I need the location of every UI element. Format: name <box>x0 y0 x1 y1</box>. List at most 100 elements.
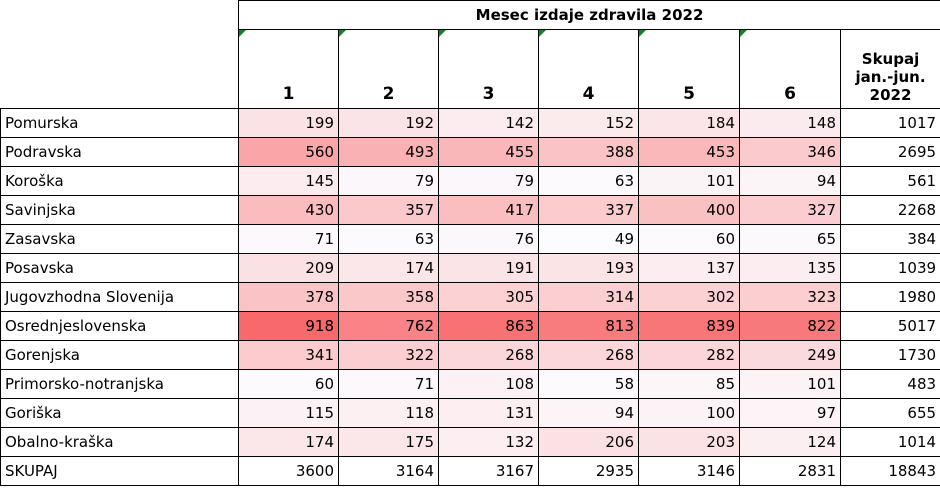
cell-value: 199 <box>238 108 339 138</box>
cell-value: 63 <box>338 224 439 254</box>
cell-value: 174 <box>238 427 339 457</box>
cell-value: 323 <box>739 282 841 312</box>
cell-value: 94 <box>538 398 639 428</box>
cell-value: 3146 <box>638 456 740 486</box>
cell-value: 108 <box>438 369 539 399</box>
cell-value: 132 <box>438 427 539 457</box>
cell-value: 193 <box>538 253 639 283</box>
table-row: Jugovzhodna Slovenija 378 358 305 314 302 323 1… <box>0 282 940 312</box>
cell-value: 822 <box>739 311 841 341</box>
cell-value: 100 <box>638 398 740 428</box>
cell-value: 305 <box>438 282 539 312</box>
table-row: SKUPAJ 3600 3164 3167 2935 3146 2831 18843 <box>0 456 940 486</box>
row-label: SKUPAJ <box>0 456 239 486</box>
row-label: Osrednjeslovenska <box>0 311 239 341</box>
cell-value: 209 <box>238 253 339 283</box>
cell-value: 79 <box>338 166 439 196</box>
cell-value: 560 <box>238 137 339 167</box>
cell-value: 762 <box>338 311 439 341</box>
cell-value: 341 <box>238 340 339 370</box>
table-row: Posavska 209 174 191 193 137 135 1039 <box>0 253 940 283</box>
cell-value: 337 <box>538 195 639 225</box>
cell-value: 63 <box>538 166 639 196</box>
cell-value: 203 <box>638 427 740 457</box>
cell-value: 388 <box>538 137 639 167</box>
cell-value: 101 <box>638 166 740 196</box>
cell-value: 174 <box>338 253 439 283</box>
cell-value: 18843 <box>839 456 940 486</box>
cell-value: 249 <box>739 340 841 370</box>
cell-value: 124 <box>739 427 841 457</box>
row-label: Podravska <box>0 137 239 167</box>
row-label: Obalno-kraška <box>0 427 239 457</box>
cell-value: 2831 <box>739 456 841 486</box>
cell-value: 1980 <box>839 282 940 312</box>
cell-value: 49 <box>538 224 639 254</box>
cell-value: 1730 <box>839 340 940 370</box>
cell-value: 118 <box>338 398 439 428</box>
data-table: Mesec izdaje zdravila 2022 1 2 3 4 5 6 Skupaj … <box>0 0 940 486</box>
cell-value: 417 <box>438 195 539 225</box>
table-row: Primorsko-notranjska 60 71 108 58 85 101 483 <box>0 369 940 399</box>
cell-value: 192 <box>338 108 439 138</box>
row-label: Gorenjska <box>0 340 239 370</box>
cell-value: 3167 <box>438 456 539 486</box>
cell-value: 71 <box>338 369 439 399</box>
column-header: 1 <box>238 29 339 109</box>
row-label: Zasavska <box>0 224 239 254</box>
cell-value: 60 <box>238 369 339 399</box>
cell-value: 115 <box>238 398 339 428</box>
cell-value: 1014 <box>839 427 940 457</box>
cell-value: 839 <box>638 311 740 341</box>
column-header: Skupaj jan.-jun. 2022 <box>839 29 940 109</box>
cell-value: 148 <box>739 108 841 138</box>
row-label: Primorsko-notranjska <box>0 369 239 399</box>
cell-value: 191 <box>438 253 539 283</box>
cell-value: 137 <box>638 253 740 283</box>
cell-value: 206 <box>538 427 639 457</box>
cell-value: 2935 <box>538 456 639 486</box>
table-row: Goriška 115 118 131 94 100 97 655 <box>0 398 940 428</box>
cell-value: 561 <box>839 166 940 196</box>
cell-value: 135 <box>739 253 841 283</box>
cell-value: 85 <box>638 369 740 399</box>
cell-value: 863 <box>438 311 539 341</box>
cell-value: 430 <box>238 195 339 225</box>
cell-value: 94 <box>739 166 841 196</box>
cell-value: 357 <box>338 195 439 225</box>
table-row: Pomurska 199 192 142 152 184 148 1017 <box>0 108 940 138</box>
table-row: Podravska 560 493 455 388 453 346 2695 <box>0 137 940 167</box>
cell-value: 655 <box>839 398 940 428</box>
cell-value: 346 <box>739 137 841 167</box>
row-label: Koroška <box>0 166 239 196</box>
cell-value: 131 <box>438 398 539 428</box>
cell-value: 314 <box>538 282 639 312</box>
cell-value: 1039 <box>839 253 940 283</box>
row-label: Jugovzhodna Slovenija <box>0 282 239 312</box>
table-row: Osrednjeslovenska 918 762 863 813 839 822 5017 <box>0 311 940 341</box>
cell-value: 5017 <box>839 311 940 341</box>
row-label: Pomurska <box>0 108 239 138</box>
cell-value: 483 <box>839 369 940 399</box>
cell-value: 268 <box>438 340 539 370</box>
cell-value: 79 <box>438 166 539 196</box>
cell-value: 493 <box>338 137 439 167</box>
column-header: 2 <box>338 29 439 109</box>
cell-value: 184 <box>638 108 740 138</box>
cell-value: 71 <box>238 224 339 254</box>
cell-value: 60 <box>638 224 740 254</box>
cell-value: 3164 <box>338 456 439 486</box>
column-header: 5 <box>638 29 740 109</box>
row-label: Goriška <box>0 398 239 428</box>
column-header: 3 <box>438 29 539 109</box>
cell-value: 453 <box>638 137 740 167</box>
cell-value: 384 <box>839 224 940 254</box>
cell-value: 322 <box>338 340 439 370</box>
cell-value: 813 <box>538 311 639 341</box>
cell-value: 268 <box>538 340 639 370</box>
cell-value: 97 <box>739 398 841 428</box>
table-row: Gorenjska 341 322 268 268 282 249 1730 <box>0 340 940 370</box>
row-label: Posavska <box>0 253 239 283</box>
cell-value: 152 <box>538 108 639 138</box>
cell-value: 101 <box>739 369 841 399</box>
